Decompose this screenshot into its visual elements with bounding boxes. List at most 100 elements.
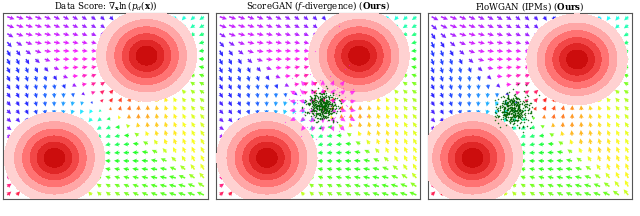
Point — [511, 104, 521, 108]
Point — [312, 94, 322, 98]
Point — [321, 108, 331, 111]
Point — [315, 117, 325, 120]
Point — [515, 109, 525, 112]
Point — [508, 113, 518, 116]
Point — [522, 102, 532, 105]
Point — [328, 91, 338, 95]
Point — [335, 106, 345, 109]
Point — [320, 107, 330, 110]
Point — [316, 102, 326, 105]
Point — [323, 112, 333, 115]
Point — [308, 111, 318, 115]
Point — [328, 120, 338, 124]
Point — [490, 105, 500, 109]
Point — [324, 95, 334, 99]
Point — [320, 102, 330, 106]
Point — [316, 105, 326, 108]
Point — [500, 110, 511, 114]
Point — [514, 109, 524, 112]
Point — [500, 102, 511, 105]
Point — [511, 110, 522, 113]
Point — [501, 117, 511, 120]
Point — [500, 116, 511, 120]
Point — [323, 109, 333, 112]
Point — [333, 90, 344, 94]
Point — [326, 109, 336, 112]
Point — [296, 135, 306, 138]
Point — [313, 95, 323, 98]
Point — [525, 111, 535, 115]
Point — [504, 112, 515, 115]
Point — [319, 111, 330, 114]
Point — [512, 120, 522, 123]
Point — [311, 104, 321, 108]
Point — [493, 97, 503, 101]
Point — [506, 115, 516, 119]
Point — [499, 105, 509, 109]
Point — [324, 101, 335, 105]
Point — [511, 111, 522, 114]
Point — [321, 102, 331, 105]
Point — [497, 110, 508, 114]
Point — [506, 118, 516, 121]
Point — [500, 115, 510, 118]
Point — [321, 95, 331, 99]
Point — [319, 111, 329, 114]
Point — [499, 108, 509, 111]
Point — [346, 124, 356, 127]
Point — [502, 113, 512, 117]
Point — [328, 117, 339, 120]
Point — [518, 110, 528, 113]
Point — [335, 101, 346, 105]
Point — [317, 94, 327, 98]
Point — [503, 103, 513, 106]
Point — [328, 119, 338, 122]
Point — [318, 91, 328, 95]
Point — [508, 100, 518, 103]
Point — [516, 114, 526, 117]
Point — [321, 98, 332, 102]
Point — [511, 96, 521, 99]
Point — [305, 119, 315, 123]
Point — [501, 112, 511, 115]
Point — [518, 106, 528, 110]
Point — [522, 93, 532, 97]
Point — [316, 103, 326, 106]
Point — [328, 106, 338, 110]
Point — [305, 114, 316, 118]
Point — [511, 109, 521, 112]
Point — [310, 113, 321, 116]
Point — [508, 113, 518, 117]
Point — [316, 112, 326, 115]
Point — [503, 112, 513, 115]
Point — [309, 101, 319, 105]
Point — [500, 105, 510, 109]
Point — [491, 115, 501, 118]
Point — [502, 118, 512, 122]
Point — [311, 91, 321, 95]
Point — [319, 91, 329, 95]
Point — [506, 108, 516, 112]
Point — [312, 117, 322, 120]
Point — [287, 77, 298, 80]
Point — [509, 92, 520, 96]
Point — [324, 98, 335, 102]
Point — [514, 125, 524, 128]
Point — [513, 110, 523, 113]
Point — [504, 91, 514, 94]
Point — [303, 111, 314, 114]
Point — [499, 113, 509, 117]
Point — [321, 104, 331, 107]
Point — [499, 107, 509, 111]
Point — [505, 109, 515, 113]
Point — [324, 100, 335, 104]
Point — [509, 102, 520, 106]
Point — [317, 103, 327, 106]
Point — [316, 126, 326, 129]
Point — [305, 95, 315, 98]
Point — [515, 108, 525, 111]
Point — [317, 108, 328, 112]
Point — [312, 106, 322, 110]
Point — [490, 114, 500, 118]
Point — [307, 88, 317, 91]
